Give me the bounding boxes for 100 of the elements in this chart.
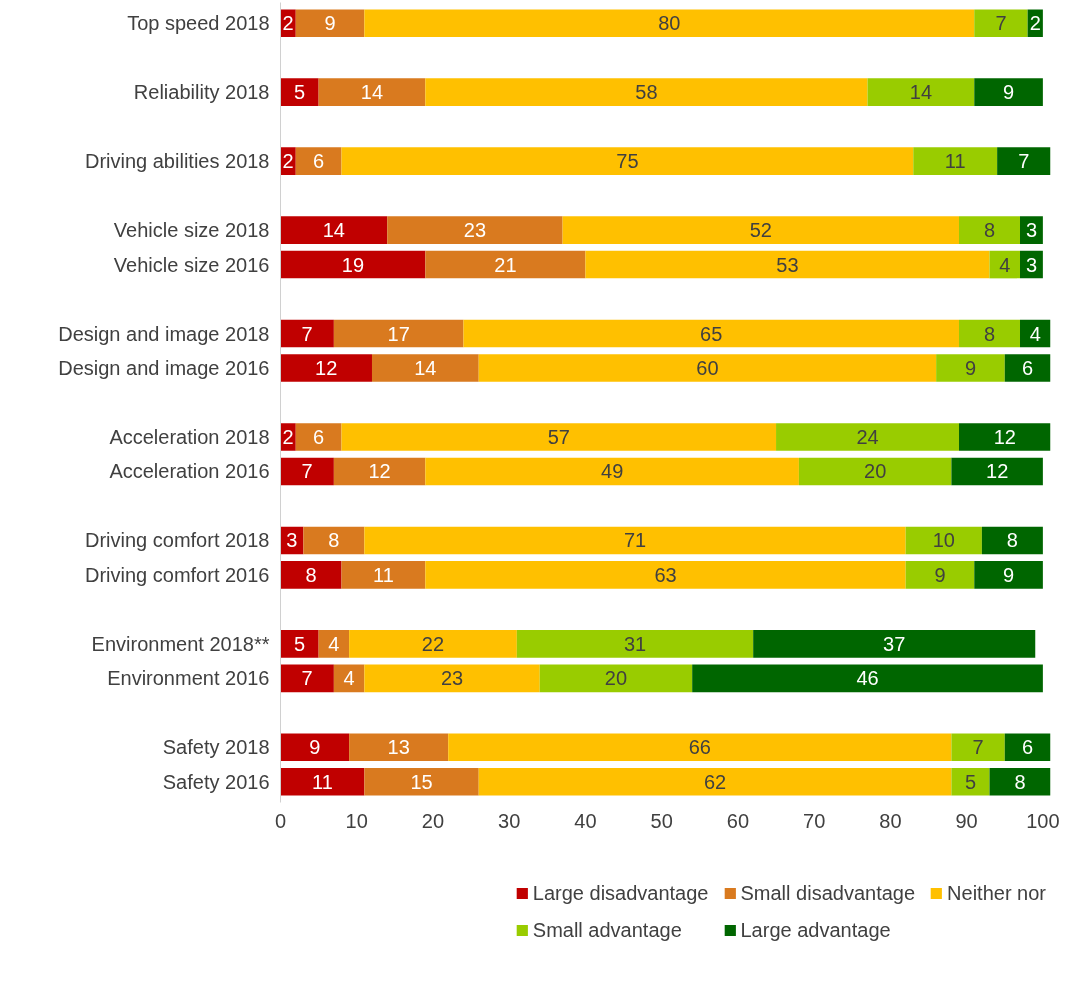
data-label: 7	[972, 736, 984, 759]
data-label: 2	[282, 150, 294, 173]
x-tick-label: 80	[879, 809, 902, 832]
bar	[318, 78, 426, 106]
y-tick-label: Environment 2018**	[91, 632, 270, 655]
data-label: 3	[286, 529, 298, 552]
data-label: 80	[658, 12, 681, 35]
x-tick-label: 0	[274, 809, 287, 832]
bar	[364, 526, 906, 555]
data-label: 14	[322, 219, 345, 242]
bar	[974, 561, 1043, 589]
bar	[280, 733, 350, 762]
bar	[959, 423, 1051, 451]
bar	[562, 216, 960, 244]
data-label: 46	[856, 667, 879, 690]
bar	[295, 423, 342, 451]
x-tick-label: 90	[955, 809, 978, 832]
data-label: 66	[688, 736, 711, 759]
bar	[425, 250, 586, 279]
x-tick-label: 40	[574, 809, 597, 832]
y-tick-label: Reliability 2018	[133, 81, 270, 104]
data-label: 6	[1022, 736, 1034, 759]
bar	[333, 457, 426, 486]
data-label: 8	[305, 563, 317, 586]
data-label: 5	[964, 770, 977, 793]
bar	[280, 630, 319, 658]
data-label: 21	[494, 253, 517, 276]
bar	[280, 664, 334, 693]
y-tick-label: Environment 2016	[107, 667, 270, 690]
data-label: 12	[368, 460, 391, 483]
x-tick-label: 50	[650, 809, 673, 832]
bar	[280, 319, 334, 348]
data-label: 8	[1006, 529, 1018, 552]
data-label: 20	[604, 667, 628, 690]
bar	[280, 354, 372, 382]
bar	[585, 250, 990, 279]
bar	[341, 147, 914, 175]
bar	[318, 630, 350, 658]
bar	[463, 319, 960, 348]
bar	[448, 733, 952, 762]
data-label: 65	[700, 322, 723, 345]
data-label: 20	[864, 460, 887, 483]
data-label: 12	[986, 460, 1009, 483]
data-label: 5	[294, 632, 306, 655]
bar	[753, 630, 1036, 658]
bar	[997, 147, 1051, 175]
bar	[341, 561, 426, 589]
data-label: 7	[1018, 150, 1030, 173]
bar	[478, 768, 952, 796]
bar	[1004, 354, 1051, 382]
y-tick-label: Design and image 2016	[58, 357, 270, 380]
data-label: 14	[909, 81, 933, 104]
x-tick-label: 10	[345, 809, 368, 832]
data-label: 11	[944, 150, 966, 173]
data-label: 2	[1029, 12, 1041, 35]
data-label: 14	[414, 357, 437, 380]
bar	[295, 147, 342, 175]
data-label: 11	[373, 563, 394, 586]
legend-label: Small disadvantage	[740, 881, 916, 905]
bar	[951, 457, 1043, 486]
data-label: 24	[856, 425, 879, 448]
data-label: 13	[387, 736, 410, 759]
bar	[974, 78, 1043, 106]
data-label: 75	[616, 150, 639, 173]
bar	[280, 457, 334, 486]
data-label: 17	[387, 322, 410, 345]
legend-label: Small advantage	[532, 918, 682, 942]
bar	[951, 733, 1005, 762]
data-label: 10	[932, 529, 955, 552]
y-tick-label: Safety 2018	[162, 736, 270, 759]
data-label: 4	[328, 632, 340, 655]
data-label: 9	[1003, 81, 1015, 104]
bar	[364, 664, 540, 693]
data-label: 5	[294, 81, 306, 104]
bar	[974, 9, 1028, 37]
data-label: 8	[983, 322, 996, 345]
data-label: 23	[463, 219, 487, 242]
bar	[387, 216, 563, 244]
data-label: 15	[410, 770, 433, 793]
data-label: 49	[601, 460, 624, 483]
data-label: 60	[696, 357, 719, 380]
bar	[280, 561, 342, 589]
data-label: 4	[999, 253, 1011, 276]
data-label: 9	[1003, 563, 1015, 586]
data-label: 3	[1025, 253, 1037, 276]
data-label: 58	[635, 81, 658, 104]
bar	[364, 768, 479, 796]
data-label: 22	[421, 632, 445, 655]
data-label: 12	[993, 425, 1016, 448]
x-tick-label: 30	[498, 809, 521, 832]
x-tick-label: 20	[421, 809, 445, 832]
data-label: 37	[883, 632, 906, 655]
y-tick-label: Vehicle size 2018	[113, 219, 270, 242]
data-label: 7	[301, 460, 313, 483]
x-tick-label: 60	[726, 809, 750, 832]
data-label: 23	[440, 667, 464, 690]
data-label: 71	[623, 529, 647, 552]
data-label: 6	[313, 425, 325, 448]
data-label: 62	[703, 770, 727, 793]
bar	[981, 526, 1043, 555]
